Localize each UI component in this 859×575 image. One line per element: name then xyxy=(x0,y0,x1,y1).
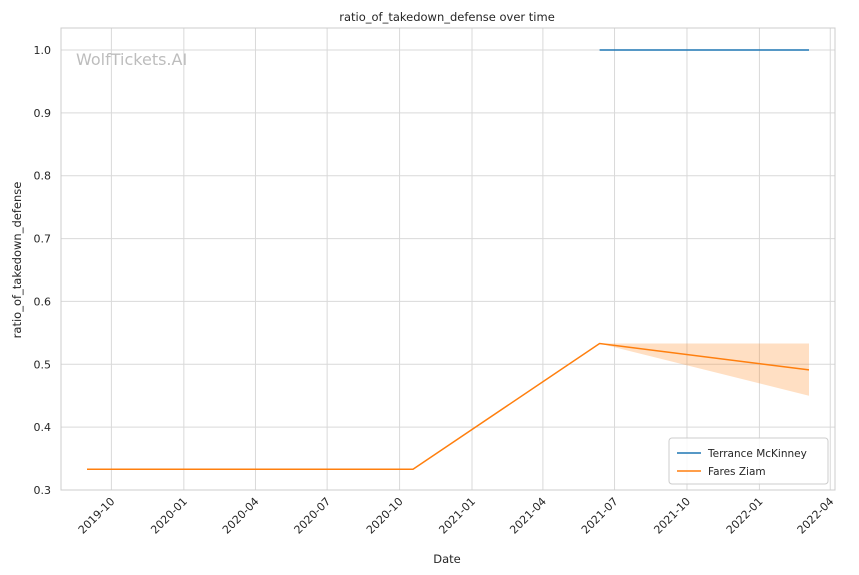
legend-label-fares-ziam: Fares Ziam xyxy=(708,466,766,478)
y-tick-label: 0.7 xyxy=(34,233,52,246)
chart-title: ratio_of_takedown_defense over time xyxy=(339,10,555,24)
series-line-fares-ziam xyxy=(87,342,810,471)
y-tick-label: 0.8 xyxy=(34,170,52,183)
plot-frame xyxy=(60,27,836,491)
legend-label-terrance-mckinney: Terrance McKinney xyxy=(707,448,807,460)
y-tick-label: 0.6 xyxy=(34,295,52,308)
y-tick-label: 0.3 xyxy=(34,484,52,497)
y-tick-label: 0.4 xyxy=(34,421,52,434)
y-axis-label: ratio_of_takedown_defense xyxy=(10,182,24,339)
legend: Terrance McKinney Fares Ziam xyxy=(668,437,829,485)
series-lines xyxy=(87,49,810,471)
band-fares-ziam xyxy=(87,343,809,470)
confidence-bands xyxy=(87,343,809,470)
x-axis-label: Date xyxy=(433,552,461,566)
y-tick-label: 0.5 xyxy=(34,358,52,371)
y-axis-ticks: 0.3 0.4 0.5 0.6 0.7 0.8 0.9 1.0 xyxy=(34,44,52,497)
grid xyxy=(61,28,835,491)
watermark-text: WolfTickets.AI xyxy=(76,50,187,69)
legend-box xyxy=(668,437,829,485)
y-tick-label: 0.9 xyxy=(34,107,52,120)
y-tick-label: 1.0 xyxy=(34,44,52,57)
